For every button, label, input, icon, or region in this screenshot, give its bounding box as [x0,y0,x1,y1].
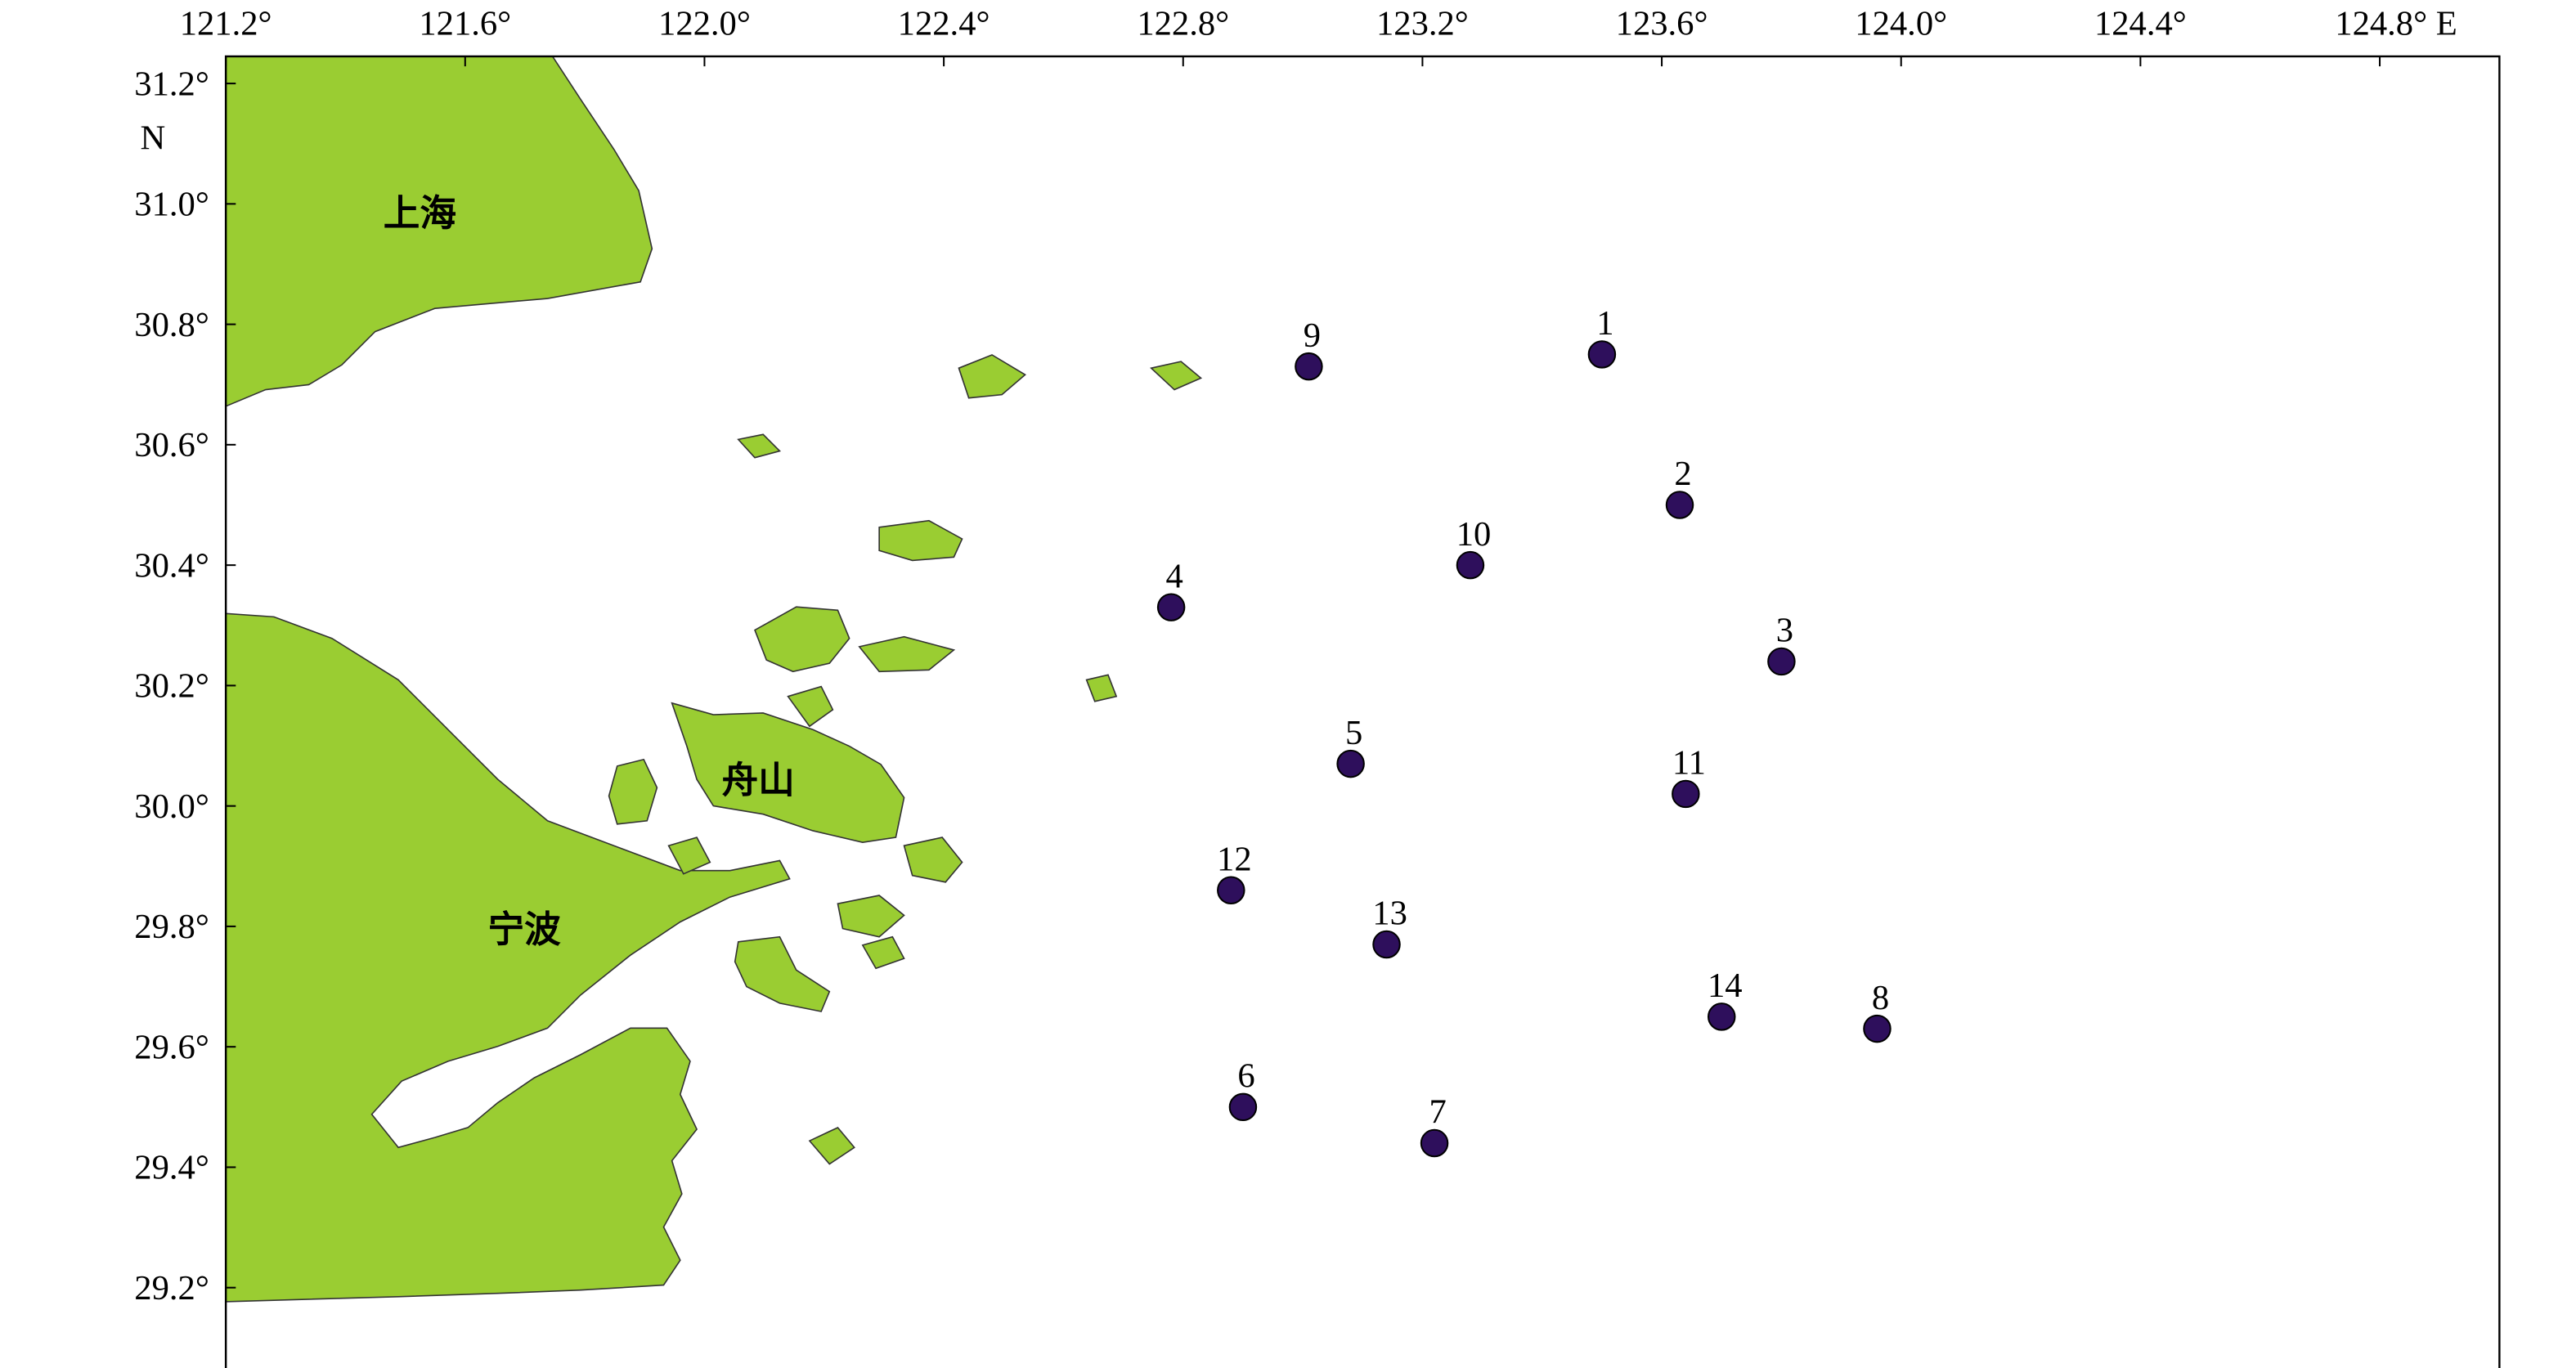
station-label: 14 [1708,967,1743,1005]
station-label: 9 [1304,316,1321,355]
station-label: 6 [1237,1056,1254,1095]
station [1156,593,1186,621]
x-tick-label: 124.4° [2094,5,2187,43]
island [903,836,963,883]
x-tick-label: 124.0° [1855,5,1947,43]
y-tick-label: 31.0° [134,186,209,224]
island [787,685,834,728]
station [1587,340,1617,369]
x-tick-label: 122.0° [658,5,751,43]
place-label: 舟山 [721,759,794,801]
island [958,354,1026,399]
y-tick-label: 30.2° [134,667,209,706]
y-tick-label: 29.6° [134,1028,209,1066]
island [734,935,831,1012]
x-tick-label: 122.4° [898,5,990,43]
y-tick-label: 31.2° [134,65,209,103]
station [1707,1002,1736,1031]
station-label: 1 [1596,304,1613,343]
station [1665,491,1694,519]
map-frame [224,55,2501,1368]
station-label: 11 [1672,744,1706,783]
station-label: 13 [1372,895,1407,933]
x-tick-label: 122.8° [1137,5,1229,43]
station [1420,1128,1449,1158]
y-tick-label: 30.8° [134,306,209,344]
station-label: 10 [1456,515,1492,554]
island [737,433,782,459]
station-label: 3 [1776,612,1793,650]
station-label: 12 [1217,840,1252,878]
x-tick-label: 123.6° [1616,5,1708,43]
zhoushan-island [671,702,905,843]
place-label: 宁波 [488,908,562,951]
island [837,895,905,938]
y-tick-label: 30.0° [134,787,209,826]
island [808,1126,855,1165]
island [754,606,850,673]
station [1295,352,1323,381]
y-tick-label: 29.2° [134,1269,209,1307]
y-tick-label: 30.4° [134,546,209,585]
station-label: 8 [1872,979,1889,1017]
shanghai-land [225,56,653,408]
station-label: 4 [1166,557,1183,595]
station [1863,1014,1892,1043]
y-tick-label: 29.8° [134,908,209,946]
station-label: 5 [1345,714,1362,752]
station [1456,550,1485,580]
island [667,836,711,875]
island [608,758,658,825]
station-label: 7 [1429,1093,1446,1132]
land [225,56,1203,1303]
station [1767,647,1796,676]
ningbo-land [225,612,791,1303]
station [1672,779,1700,809]
station [1372,930,1401,959]
island [878,519,963,562]
station [1336,749,1365,778]
station-label: 2 [1674,455,1691,493]
x-tick-label: 123.2° [1376,5,1469,43]
island [861,935,905,970]
x-tick-label: 121.6° [419,5,511,43]
x-tick-label: 124.8° E [2335,5,2457,43]
place-label: 上海 [384,192,456,235]
island [1150,361,1203,391]
island [858,635,956,673]
station [1217,876,1245,904]
station [1228,1092,1258,1122]
x-tick-label: 121.2° [180,5,272,43]
y-axis-label: N [141,119,166,158]
island [1085,674,1118,702]
y-tick-label: 30.6° [134,426,209,464]
y-tick-label: 29.4° [134,1149,209,1187]
